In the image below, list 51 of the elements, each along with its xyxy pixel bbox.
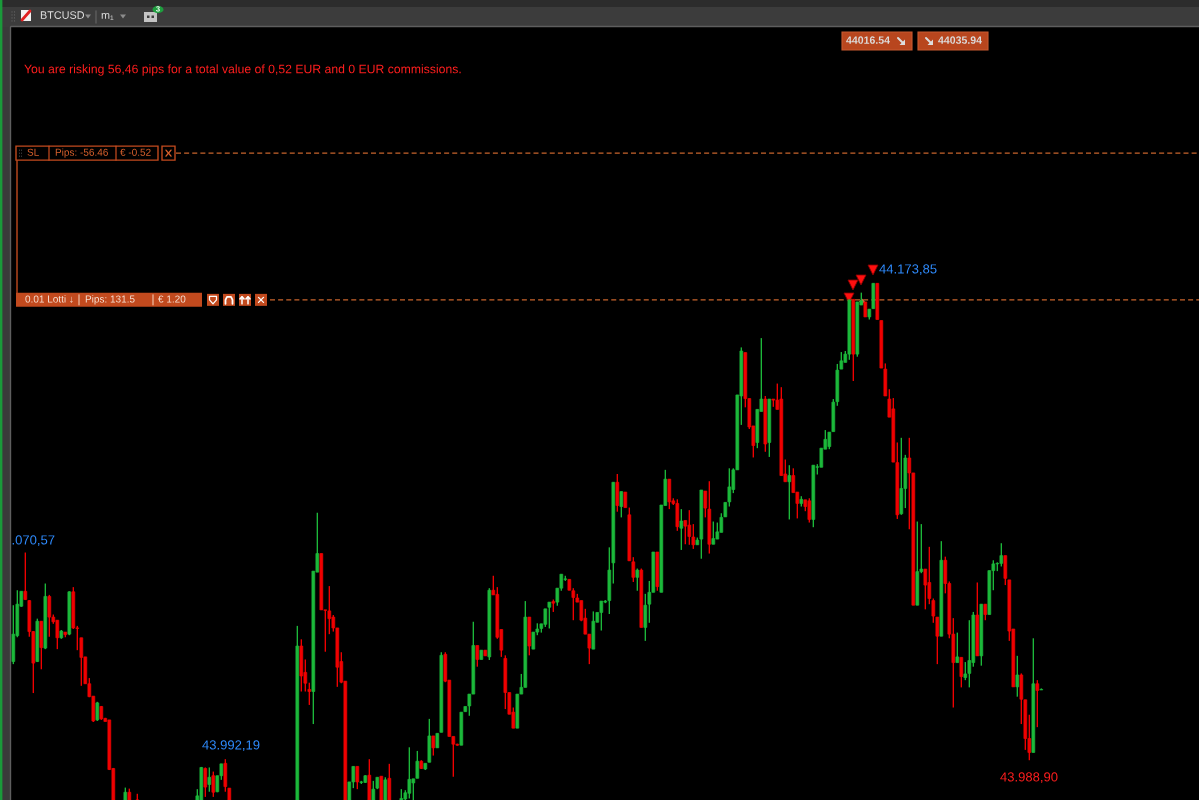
candlestick — [631, 556, 636, 583]
candlestick — [379, 775, 384, 800]
candlestick — [683, 519, 688, 545]
candlestick — [959, 656, 964, 689]
candlestick — [667, 478, 672, 510]
candlestick — [383, 776, 388, 800]
candlestick — [1015, 655, 1020, 698]
text: 44016.54 — [846, 36, 890, 44]
candlestick — [643, 593, 648, 642]
candlestick — [543, 608, 548, 628]
annotation: 43.992,19 — [202, 740, 260, 752]
text: You are risking 56,46 pips for a total value of 0,52 EUR and 0 EUR commissions. — [24, 64, 461, 76]
candlestick — [963, 661, 968, 681]
candlestick — [355, 765, 360, 790]
text: SL — [27, 148, 39, 156]
candlestick — [923, 568, 928, 611]
candlestick — [679, 508, 684, 551]
candlestick — [431, 735, 436, 757]
candlestick — [371, 780, 376, 800]
annotation: 43.988,90 — [1000, 772, 1058, 784]
annotation: .070,57 — [12, 535, 55, 547]
candlestick — [207, 766, 212, 793]
candlestick — [203, 766, 208, 798]
candlestick — [619, 490, 624, 519]
text: Pips: -56.46 — [55, 148, 108, 158]
candlestick — [955, 631, 960, 664]
candlestick — [407, 746, 412, 800]
candlestick — [475, 644, 480, 668]
candlestick — [787, 464, 792, 521]
candlestick — [599, 600, 604, 632]
candlestick — [615, 473, 620, 513]
candlestick — [675, 498, 680, 532]
annotation: € 1.20 — [158, 295, 186, 303]
text: € -0.52 — [120, 148, 151, 156]
candlestick — [999, 542, 1004, 568]
candlestick — [23, 551, 28, 601]
annotation: Pips: 131.5 — [85, 295, 135, 305]
candlestick — [807, 497, 812, 524]
annotation: 0.01 Lotti ↓ — [25, 295, 73, 303]
candlestick — [55, 619, 60, 650]
candlestick — [1035, 679, 1040, 728]
candlestick — [687, 509, 692, 546]
candlestick — [387, 763, 392, 800]
text: 44035.94 — [938, 36, 982, 44]
candlestick — [47, 594, 52, 638]
candlestick — [711, 520, 716, 545]
candlestick — [547, 601, 552, 630]
text: 44.173,85 — [879, 264, 937, 276]
text: m₁ — [101, 12, 114, 20]
candlestick — [211, 770, 216, 798]
text: BTCUSD — [40, 11, 85, 19]
